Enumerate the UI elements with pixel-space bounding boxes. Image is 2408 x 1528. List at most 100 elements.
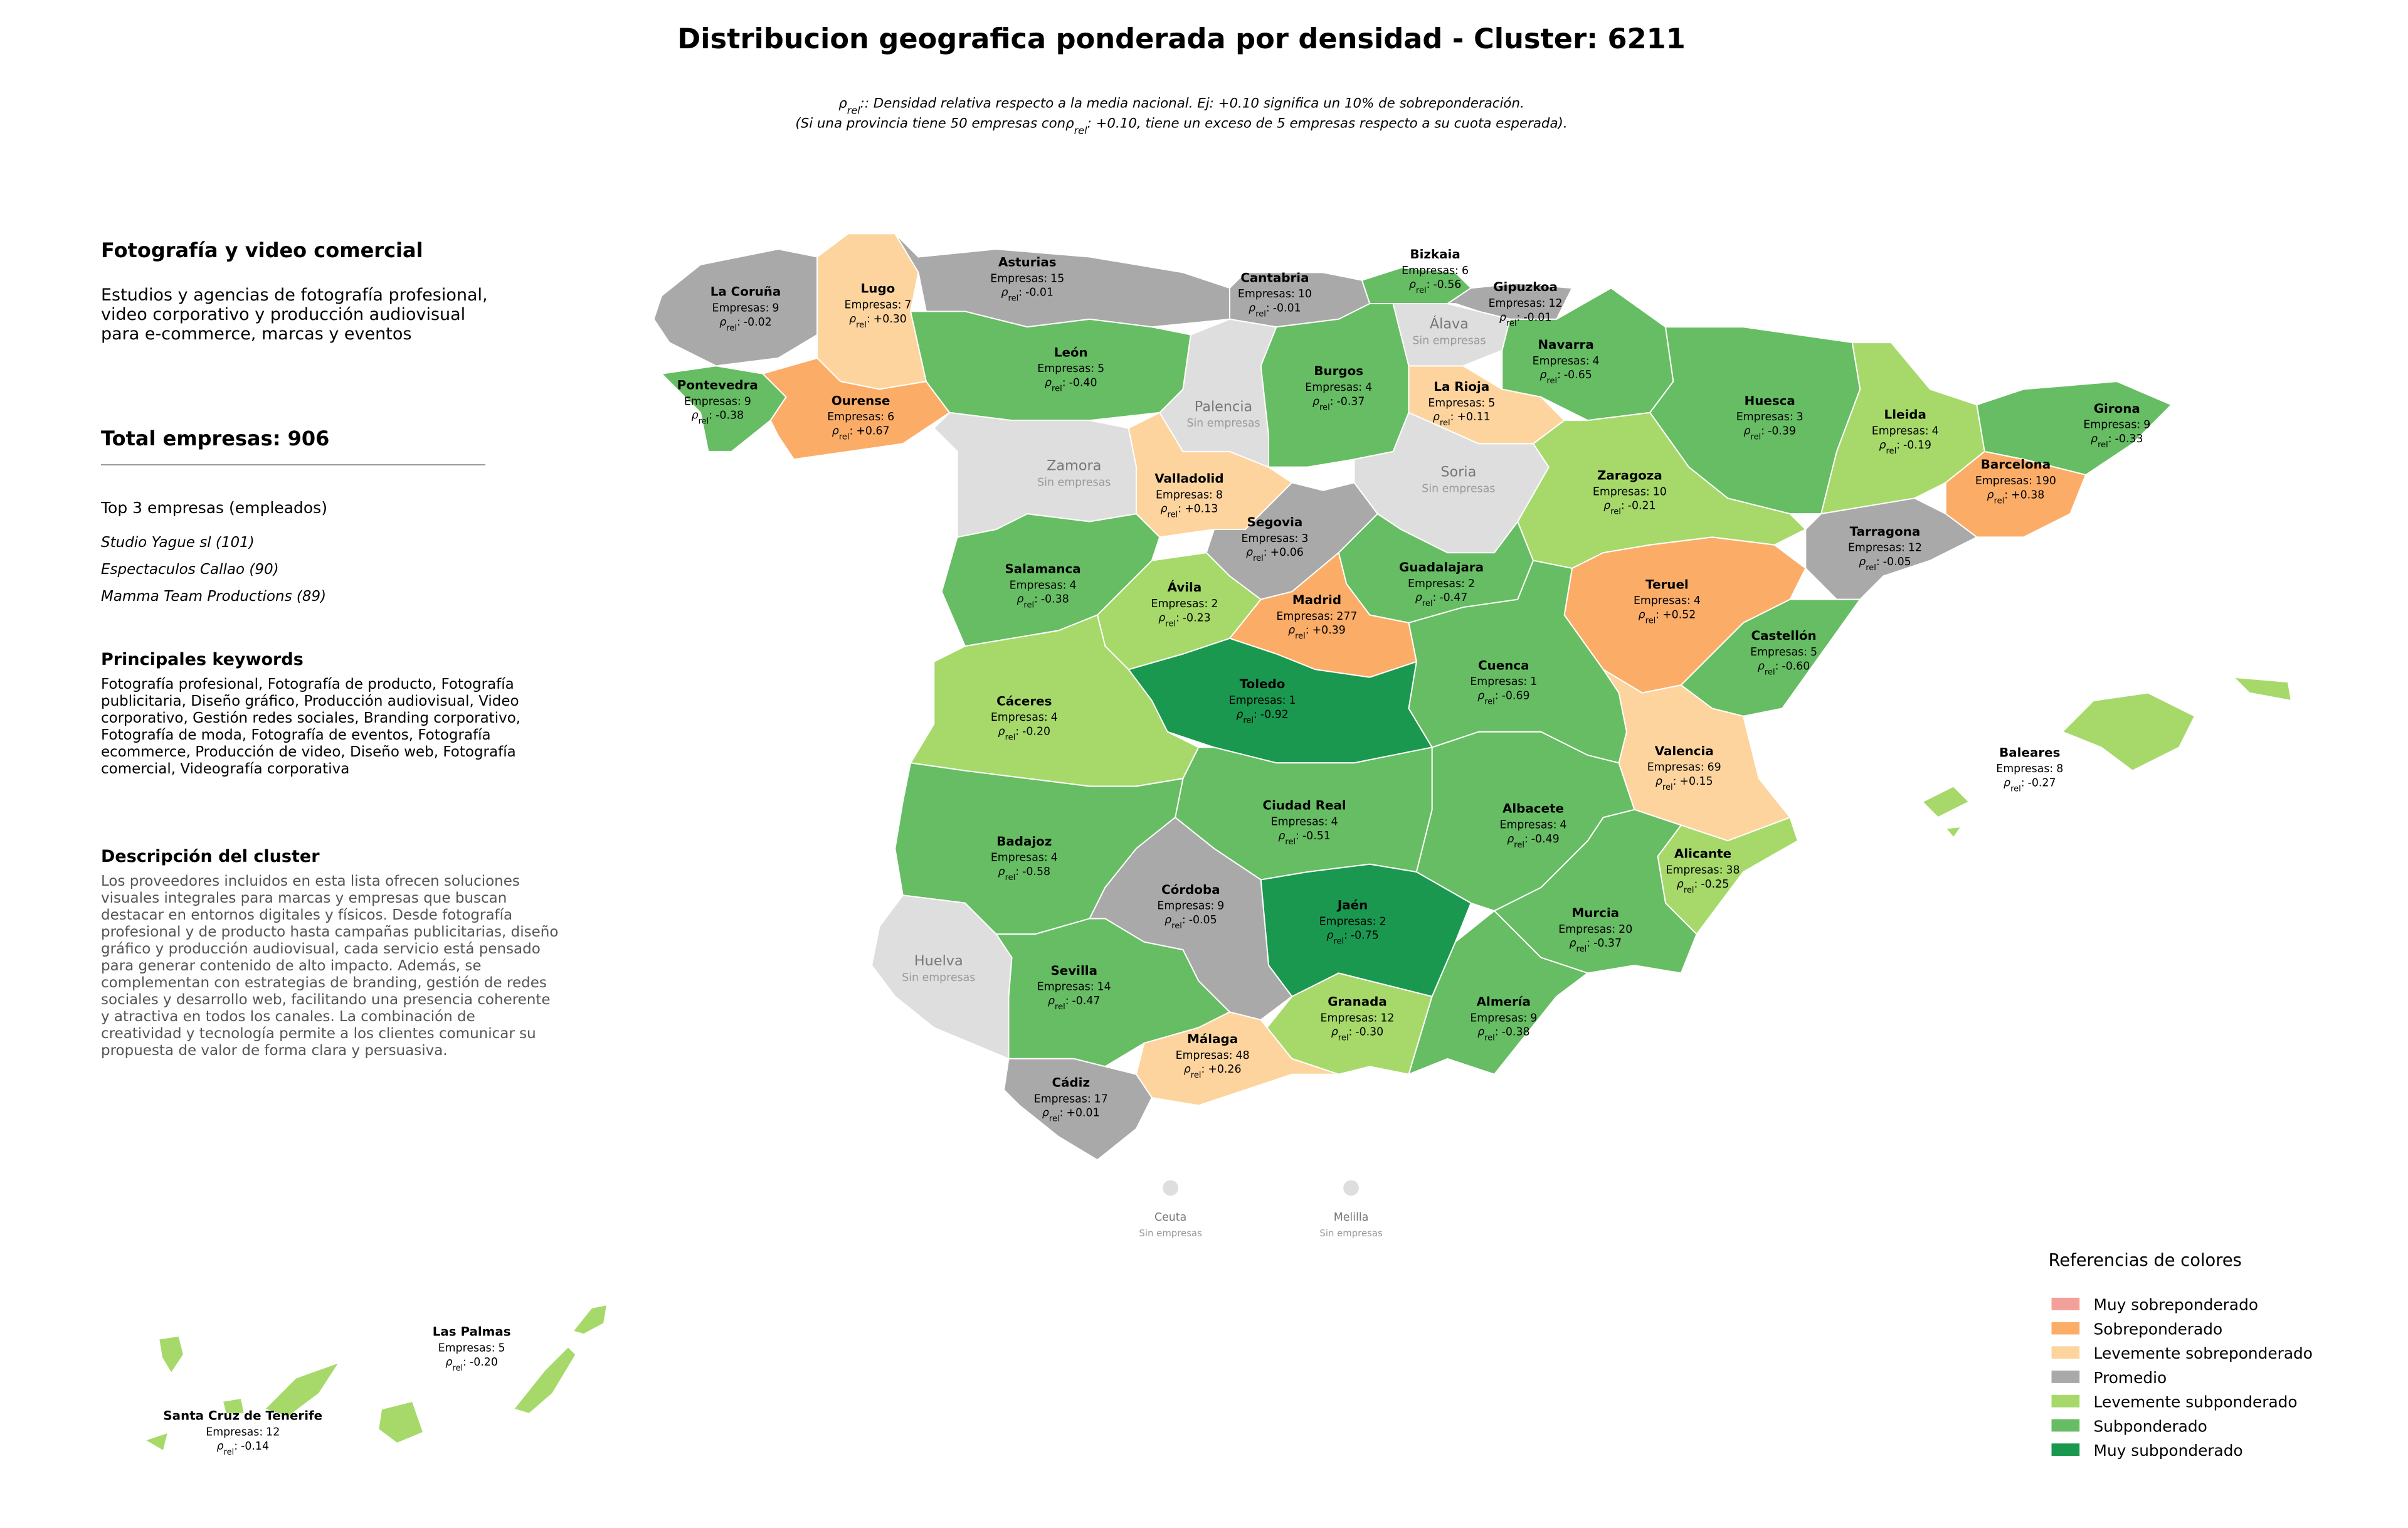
companies-value: 8 — [1216, 489, 1223, 501]
rho-value: +0.30 — [874, 313, 907, 326]
province-companies: Empresas: 10 — [1593, 485, 1667, 498]
province-companies: Empresas: 17 — [1034, 1093, 1108, 1105]
companies-value: 15 — [1050, 272, 1064, 285]
province-shape — [1003, 1058, 1153, 1161]
province-shape — [158, 1335, 185, 1375]
rho-value: -0.25 — [1701, 878, 1729, 891]
province-name: Navarra — [1538, 337, 1593, 352]
rho-value: +0.15 — [1679, 775, 1713, 788]
rho-sub: rel — [1662, 783, 1673, 792]
total-value: 906 — [287, 427, 330, 450]
province-rho: ρrel: -0.21 — [1603, 500, 1656, 516]
rho-value: -0.19 — [1903, 439, 1931, 452]
province-rho: ρrel: -0.75 — [1326, 930, 1378, 946]
legend-swatch — [2051, 1419, 2080, 1432]
province-companies: Empresas: 4 — [1872, 425, 1939, 438]
rho-symbol: ρ — [1507, 833, 1514, 846]
province-rho: ρrel: -0.58 — [998, 866, 1050, 882]
companies-value: 190 — [2036, 475, 2056, 487]
rho-symbol: ρ — [1677, 878, 1684, 891]
rho-value: -0.51 — [1302, 830, 1331, 842]
rho-symbol: ρ — [217, 1440, 224, 1453]
province-rho: ρrel: -0.27 — [2004, 777, 2056, 793]
rho-sub: rel — [1506, 319, 1517, 328]
province-rho: ρrel: +0.39 — [1288, 624, 1346, 641]
rho-value: -0.23 — [1183, 612, 1211, 624]
rho-symbol: ρ — [1042, 1107, 1049, 1120]
rho-symbol: ρ — [1045, 377, 1052, 390]
rho-sep: : — [867, 313, 870, 326]
rho-value: -0.65 — [1564, 369, 1592, 381]
rho-value: -0.69 — [1502, 689, 1530, 702]
rho-sub: rel — [1319, 403, 1330, 412]
subtitle-text: +0.10, tiene un exceso de 5 empresas res… — [1092, 116, 1568, 132]
rho-sub: rel — [1055, 1002, 1065, 1011]
province-shape — [1921, 785, 1970, 819]
province-rho: ρrel: -0.38 — [1477, 1026, 1529, 1043]
province-companies: Empresas: 4 — [1010, 579, 1077, 592]
rho-symbol: ρ — [1656, 775, 1662, 788]
rho-symbol: ρ — [1539, 369, 1546, 381]
companies-label: Empresas: — [1276, 610, 1333, 623]
rho-sep: : — [1087, 116, 1092, 132]
legend-swatch — [2051, 1443, 2080, 1456]
rho-sep: : — [1254, 708, 1257, 721]
companies-value: 2 — [1379, 915, 1386, 928]
companies-value: 1 — [1289, 694, 1296, 707]
province-name: Badajoz — [996, 834, 1052, 849]
province-rho: ρrel: -0.65 — [1539, 369, 1592, 386]
province-companies: Empresas: 8 — [1156, 489, 1223, 501]
province-companies: Empresas: 4 — [1271, 816, 1338, 829]
rho-sep: : — [1266, 302, 1270, 314]
keywords: Fotografía profesional, Fotografía de pr… — [101, 676, 521, 777]
companies-label: Empresas: — [1176, 1049, 1233, 1062]
province-name: Burgos — [1314, 364, 1363, 378]
rho-sub: rel — [1074, 124, 1087, 136]
rho-symbol: ρ — [1409, 279, 1416, 291]
companies-value: 6 — [887, 411, 894, 423]
province-companies: Empresas: 9 — [684, 395, 751, 408]
rho-sep: : — [1015, 866, 1019, 878]
rho-sep: : — [1876, 556, 1880, 568]
companies-label: Empresas: — [990, 272, 1047, 285]
rho-sub: rel — [1576, 945, 1587, 954]
rho-value: -0.58 — [1022, 866, 1050, 878]
rho-sep: : — [1896, 439, 1900, 452]
province-companies: Empresas: 14 — [1037, 981, 1111, 994]
rho-symbol: ρ — [1415, 592, 1422, 604]
companies-label: Empresas: — [1634, 595, 1691, 607]
province-shape — [143, 1431, 169, 1452]
province-rho: ρrel: -0.01 — [1001, 287, 1054, 304]
rho-value: +0.39 — [1312, 624, 1346, 637]
companies-label: Empresas: — [1271, 816, 1328, 829]
rho-sep: : — [1015, 726, 1019, 738]
companies-value: 5 — [1097, 363, 1104, 375]
legend-title: Referencias de colores — [2049, 1251, 2242, 1270]
rho-sub: rel — [452, 1363, 463, 1372]
companies-value: 4 — [1694, 595, 1701, 607]
rho-value: -0.27 — [2028, 777, 2056, 789]
companies-value: 9 — [744, 395, 751, 408]
rho-value: -0.14 — [241, 1440, 269, 1453]
companies-value: 69 — [1708, 761, 1721, 774]
province-shape — [1649, 326, 1861, 515]
province-name: Murcia — [1571, 906, 1619, 920]
province-rho: ρrel: +0.52 — [1639, 608, 1696, 625]
companies-value: 10 — [1298, 288, 1312, 300]
companies-value: 9 — [1530, 1012, 1537, 1024]
province-rho: ρrel: +0.11 — [1433, 411, 1491, 427]
rho-symbol: ρ — [719, 316, 726, 329]
rho-sub: rel — [1440, 418, 1450, 428]
rho-sub: rel — [1546, 376, 1557, 386]
province-shape — [870, 894, 1013, 1060]
province-name: Huelva — [914, 953, 963, 969]
no-data-label: Sin empresas — [1139, 1228, 1202, 1239]
province-rho: ρrel: -0.20 — [445, 1356, 497, 1373]
companies-label: Empresas: — [1319, 915, 1376, 928]
rho-sep: : — [1348, 1026, 1352, 1039]
rho-symbol: ρ — [1312, 395, 1319, 408]
companies-value: 5 — [499, 1342, 505, 1355]
province-name: Albacete — [1502, 802, 1564, 816]
rho-sep: : — [1306, 624, 1309, 637]
companies-value: 4 — [1051, 711, 1058, 724]
